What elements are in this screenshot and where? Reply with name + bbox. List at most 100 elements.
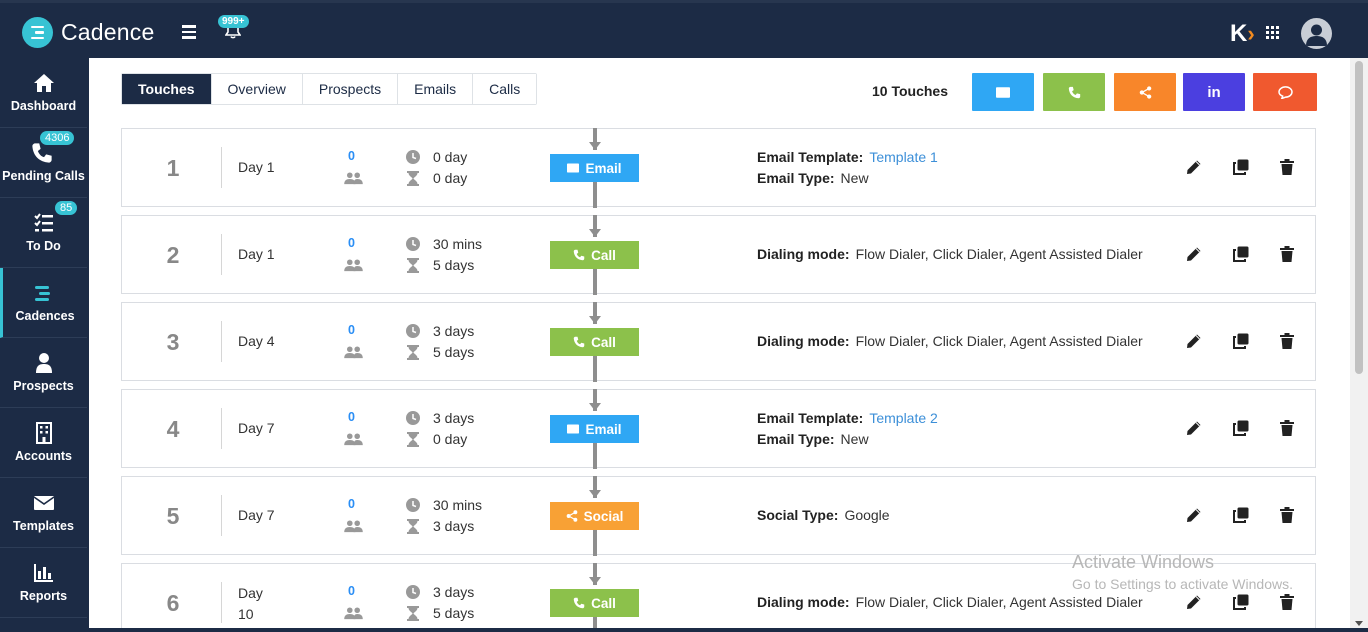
touch-type-badge: Call: [550, 328, 639, 356]
touch-number: 3: [166, 329, 180, 355]
flow-connector: [593, 530, 597, 556]
divider: [221, 495, 222, 536]
touch-duration: 5 days: [433, 257, 475, 273]
touch-detail-line: Dialing mode: Flow Dialer, Click Dialer, …: [757, 246, 1143, 262]
tab-touches[interactable]: Touches: [122, 74, 212, 104]
prospect-count-link[interactable]: 0: [348, 410, 355, 424]
scrollbar-thumb[interactable]: [1355, 61, 1363, 374]
add-call-touch-button[interactable]: [1043, 73, 1105, 111]
clock-icon: [406, 498, 420, 512]
touch-number: 4: [166, 416, 180, 442]
template-link[interactable]: Template 2: [869, 410, 938, 426]
prospect-count-link[interactable]: 0: [348, 584, 355, 598]
copy-icon[interactable]: [1233, 594, 1249, 610]
detail-label: Email Template:: [757, 149, 864, 165]
touch-type-label: Email: [585, 421, 622, 437]
detail-value: Google: [844, 507, 890, 523]
divider: [221, 582, 222, 623]
hourglass-icon: [407, 258, 419, 273]
edit-pencil-icon[interactable]: [1186, 420, 1202, 436]
cadence-logo-icon: [22, 17, 53, 48]
flow-connector: [593, 128, 597, 150]
prospect-count-link[interactable]: 0: [348, 323, 355, 337]
sidebar-item-accounts[interactable]: Accounts: [0, 408, 87, 478]
add-social-touch-button[interactable]: [1114, 73, 1176, 111]
phone-icon: [573, 336, 585, 348]
edit-pencil-icon[interactable]: [1186, 159, 1202, 175]
touch-detail-line: Email Type: New: [757, 431, 869, 447]
copy-icon[interactable]: [1233, 159, 1249, 175]
touch-type-badge: Email: [550, 415, 639, 443]
sidebar-item-templates[interactable]: Templates: [0, 478, 87, 548]
template-link[interactable]: Template 1: [869, 149, 938, 165]
touch-wait-time: 3 days: [433, 584, 475, 600]
trash-icon[interactable]: [1280, 159, 1294, 175]
sidebar-item-dashboard[interactable]: Dashboard: [0, 58, 87, 128]
trash-icon[interactable]: [1280, 507, 1294, 523]
notification-badge: 999+: [218, 15, 249, 28]
users-icon: [344, 607, 363, 620]
users-icon: [344, 433, 363, 446]
copy-icon[interactable]: [1233, 507, 1249, 523]
flow-arrow-icon: [589, 142, 601, 150]
divider: [221, 408, 222, 449]
clock-icon: [406, 150, 420, 164]
prospect-count-link[interactable]: 0: [348, 236, 355, 250]
add-email-touch-button[interactable]: [972, 73, 1034, 111]
user-avatar[interactable]: [1301, 18, 1332, 49]
prospect-count-link[interactable]: 0: [348, 497, 355, 511]
touch-wait-time: 3 days: [433, 323, 475, 339]
sidebar-item-prospects[interactable]: Prospects: [0, 338, 87, 408]
touch-day-label: Day: [238, 585, 263, 601]
home-icon: [33, 74, 54, 92]
touch-type-badge: Call: [550, 589, 639, 617]
windows-activation-title: Activate Windows: [1072, 552, 1215, 572]
tab-calls[interactable]: Calls: [473, 74, 537, 104]
tab-prospects[interactable]: Prospects: [302, 74, 399, 104]
share-icon: [1139, 86, 1152, 99]
edit-pencil-icon[interactable]: [1186, 594, 1202, 610]
touch-row: 1 Day 1 0 0 day 0 day Email Email Templa…: [121, 128, 1316, 208]
detail-label: Dialing mode:: [757, 246, 850, 262]
top-navbar: Cadence 999+ K›: [0, 0, 1368, 58]
app-logo[interactable]: Cadence: [22, 17, 154, 48]
sidebar-item-todo[interactable]: 85 To Do: [0, 198, 87, 268]
sidebar-item-reports[interactable]: Reports: [0, 548, 87, 618]
add-sms-touch-button[interactable]: [1253, 73, 1317, 111]
apps-grid-icon[interactable]: [1266, 26, 1279, 39]
flow-connector: [593, 302, 597, 324]
trash-icon[interactable]: [1280, 594, 1294, 610]
touch-day: Day 7: [238, 420, 275, 436]
edit-pencil-icon[interactable]: [1186, 246, 1202, 262]
detail-label: Social Type:: [757, 507, 839, 523]
trash-icon[interactable]: [1280, 333, 1294, 349]
prospect-count-link[interactable]: 0: [348, 149, 355, 163]
detail-label: Dialing mode:: [757, 594, 850, 610]
vertical-scrollbar[interactable]: [1350, 58, 1368, 632]
users-icon: [344, 259, 363, 272]
menu-toggle-icon[interactable]: [182, 25, 196, 42]
edit-pencil-icon[interactable]: [1186, 507, 1202, 523]
scroll-down-arrow-icon[interactable]: [1355, 621, 1363, 626]
trash-icon[interactable]: [1280, 420, 1294, 436]
envelope-icon: [33, 496, 54, 510]
sidebar-item-pending-calls[interactable]: 4306 Pending Calls: [0, 128, 87, 198]
sidebar-item-cadences[interactable]: Cadences: [0, 268, 87, 338]
copy-icon[interactable]: [1233, 420, 1249, 436]
tab-emails[interactable]: Emails: [398, 74, 474, 104]
clock-icon: [406, 585, 420, 599]
copy-icon[interactable]: [1233, 246, 1249, 262]
detail-label: Email Template:: [757, 410, 864, 426]
divider: [221, 321, 222, 362]
clock-icon: [406, 411, 420, 425]
touch-type-badge: Call: [550, 241, 639, 269]
touch-wait-time: 30 mins: [433, 497, 483, 513]
phone-icon: [573, 249, 585, 261]
add-linkedin-touch-button[interactable]: in: [1183, 73, 1245, 111]
flow-arrow-icon: [589, 229, 601, 237]
trash-icon[interactable]: [1280, 246, 1294, 262]
copy-icon[interactable]: [1233, 333, 1249, 349]
envelope-icon: [567, 163, 579, 173]
edit-pencil-icon[interactable]: [1186, 333, 1202, 349]
tab-overview[interactable]: Overview: [211, 74, 303, 104]
